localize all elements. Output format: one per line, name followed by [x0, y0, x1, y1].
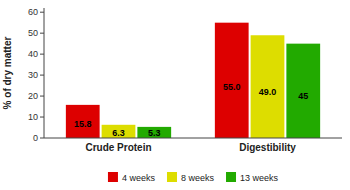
y-tick	[40, 96, 44, 97]
bar	[286, 44, 320, 138]
y-tick-label: 30	[28, 70, 38, 80]
y-axis-label: % of dry matter	[2, 36, 13, 109]
bar	[66, 105, 100, 138]
x-tick-label: Crude Protein	[85, 142, 151, 153]
y-tick	[40, 138, 44, 139]
data-labels: 15.8 6.3 5.3 55.0 49.0 45	[74, 82, 308, 139]
bar	[137, 127, 171, 138]
bars	[66, 23, 320, 138]
legend-swatch	[108, 172, 118, 182]
y-axis-line	[44, 8, 45, 138]
data-label: 49.0	[259, 87, 277, 97]
legend: 4 weeks 8 weeks 13 weeks	[108, 172, 279, 183]
data-label: 15.8	[74, 119, 92, 129]
legend-label: 8 weeks	[181, 173, 215, 183]
y-tick	[40, 117, 44, 118]
y-tick	[40, 33, 44, 34]
x-tick-label: Digestibility	[239, 142, 296, 153]
y-tick-label: 0	[33, 133, 38, 143]
y-tick-label: 20	[28, 91, 38, 101]
bar	[251, 35, 285, 138]
legend-swatch	[226, 172, 236, 182]
data-label: 6.3	[112, 128, 125, 138]
y-tick-label: 60	[28, 7, 38, 17]
y-tick	[40, 54, 44, 55]
y-tick-label: 40	[28, 49, 38, 59]
bar	[215, 23, 249, 138]
y-tick	[40, 75, 44, 76]
legend-label: 13 weeks	[240, 173, 279, 183]
x-axis-line	[44, 138, 342, 139]
data-label: 45	[298, 91, 308, 101]
legend-label: 4 weeks	[122, 173, 156, 183]
chart: 0 10 20 30 40 50 60 % of dry matter 15.8 6.3 5.3 55…	[0, 0, 350, 190]
y-tick	[40, 12, 44, 13]
y-tick-label: 50	[28, 28, 38, 38]
data-label: 5.3	[148, 128, 161, 138]
legend-swatch	[167, 172, 177, 182]
bar	[102, 125, 136, 138]
y-tick-label: 10	[28, 112, 38, 122]
data-label: 55.0	[223, 82, 241, 92]
